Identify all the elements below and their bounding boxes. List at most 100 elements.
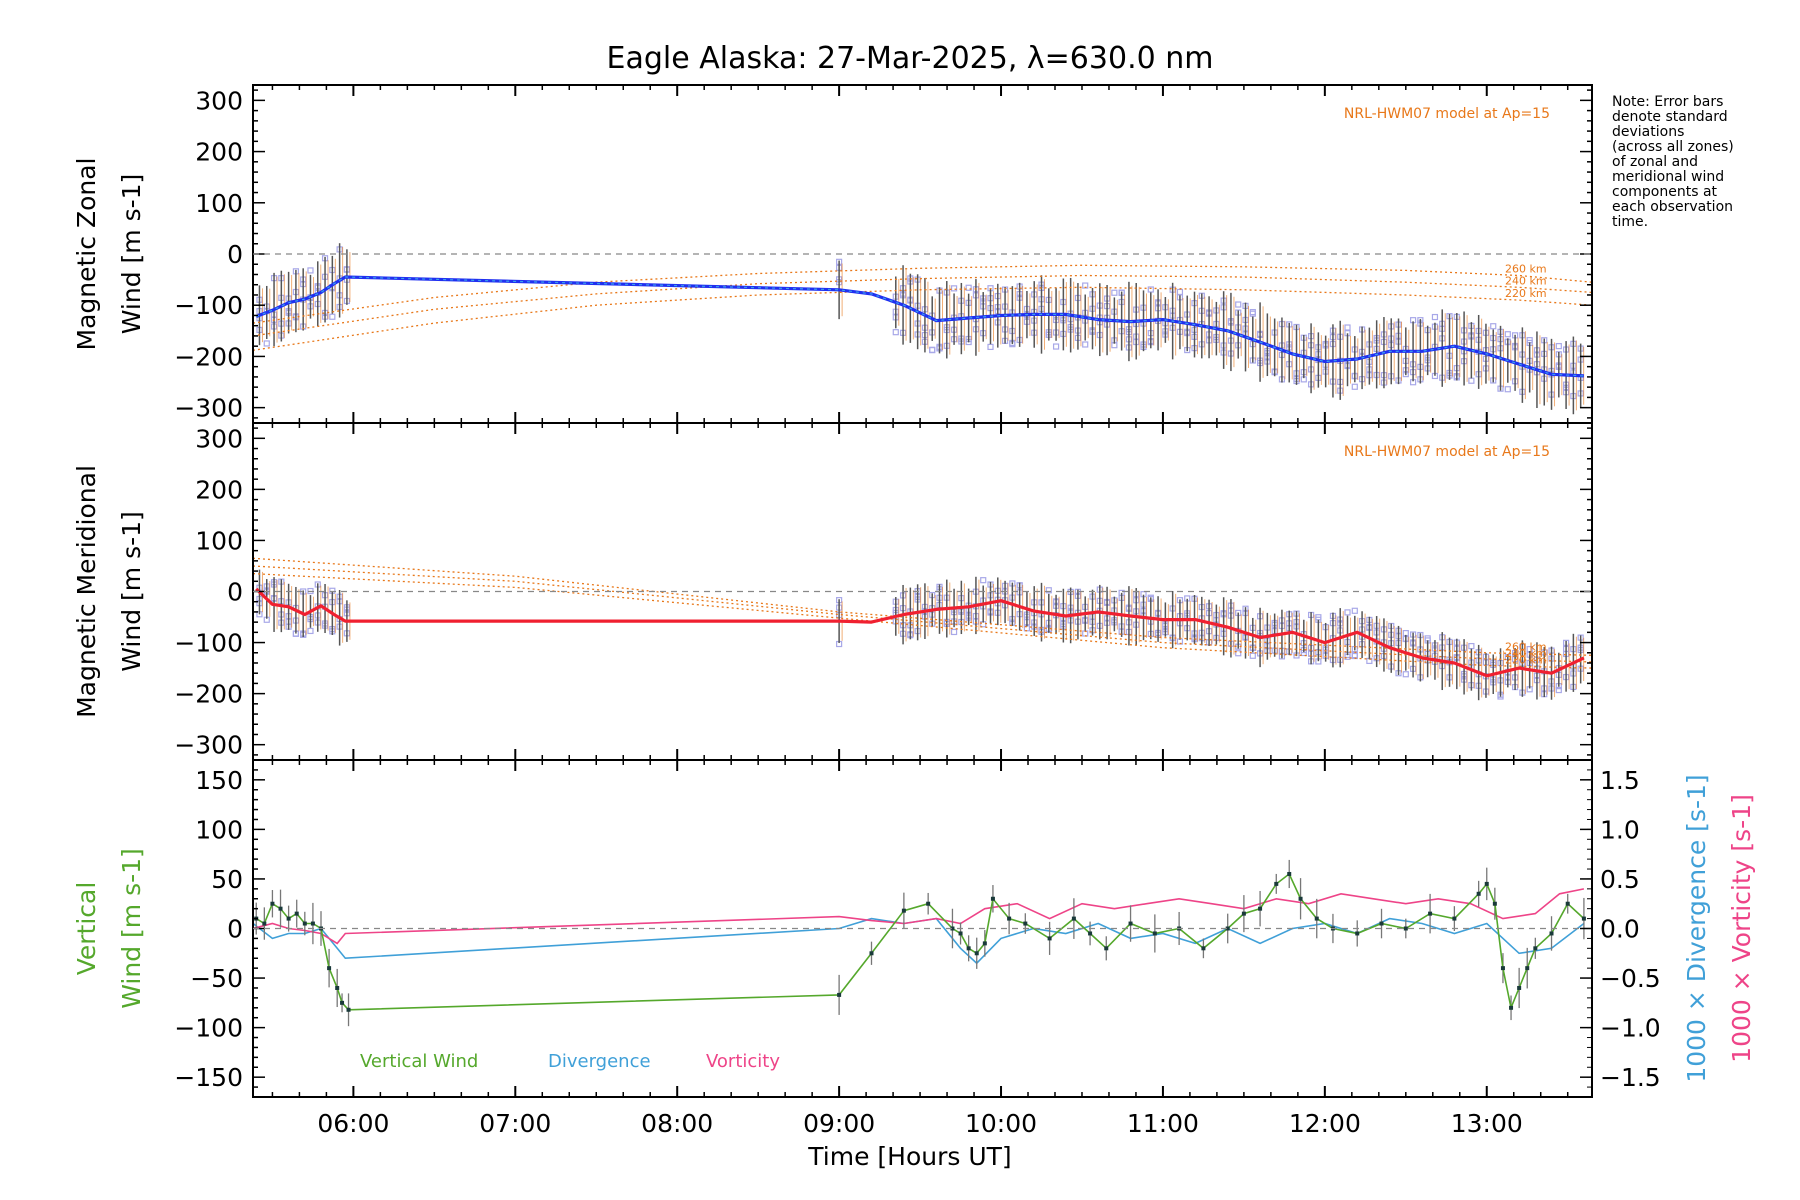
vertical-wind-point xyxy=(1500,966,1505,971)
vertical-wind-point xyxy=(1104,946,1109,951)
vertical-wind-point xyxy=(869,951,874,956)
vertical-wind-point xyxy=(1128,921,1133,926)
vertical-wind-point xyxy=(1201,946,1206,951)
vertical-wind-point xyxy=(1484,881,1489,886)
scatter-point xyxy=(1431,313,1439,321)
scatter-point xyxy=(1147,286,1154,293)
scatter-point xyxy=(1351,383,1358,390)
note-line: Note: Error bars xyxy=(1612,94,1724,110)
model-label: NRL-HWM07 model at Ap=15 xyxy=(1344,106,1550,122)
vertical-wind-point xyxy=(270,901,275,906)
scatter-point xyxy=(987,343,994,351)
vertical-wind-point xyxy=(1314,916,1319,921)
scatter-point xyxy=(950,285,958,292)
x-tick-label: 07:00 xyxy=(479,1109,551,1138)
scatter-point xyxy=(307,267,314,274)
vertical-wind-point xyxy=(262,921,267,926)
vertical-wind-point xyxy=(837,992,842,997)
vertical-wind-point xyxy=(958,931,963,936)
vertical-wind-point xyxy=(1533,946,1538,951)
scatter-point xyxy=(1402,671,1409,678)
y2-tick-label: 1.0 xyxy=(1600,815,1640,844)
vertical-wind-point xyxy=(278,906,283,911)
y2-tick-label: 0.5 xyxy=(1600,865,1640,894)
error-bar-note: Note: Error bars denote standard deviation… xyxy=(1612,95,1792,230)
note-line: time. xyxy=(1612,214,1649,230)
model-altitude-label: 260 km xyxy=(1505,641,1547,654)
scatter-point xyxy=(1555,686,1562,694)
wind-line xyxy=(255,587,1585,678)
vertical-wind-point xyxy=(335,985,340,990)
wind-line-points xyxy=(255,276,1584,377)
vertical-wind-point xyxy=(1509,1005,1514,1010)
vertical-wind-point xyxy=(1379,921,1384,926)
vorticity-axis-label: 1000 × Vorticity [s-1] xyxy=(1727,794,1756,1063)
scatter-point xyxy=(263,340,270,347)
vertical-wind-point xyxy=(302,921,307,926)
vertical-wind-point xyxy=(1241,911,1246,916)
model-altitude-label: 240 km xyxy=(1505,647,1547,660)
model-altitude-label: 260 km xyxy=(1505,263,1547,276)
note-line: components at xyxy=(1612,184,1718,200)
x-tick-label: 10:00 xyxy=(965,1109,1037,1138)
vertical-wind-line xyxy=(255,872,1585,1011)
vertical-wind-point xyxy=(1007,916,1012,921)
y-tick-label: −200 xyxy=(174,680,243,709)
y-tick-label: 0 xyxy=(227,240,243,269)
vertical-panel: Vertical Wind [m s-1] −150 −100 −50 0 50 100 150… xyxy=(72,759,1756,1098)
scatter-point xyxy=(1504,331,1511,338)
vertical-wind-point xyxy=(926,901,931,906)
scatter-point xyxy=(1052,343,1060,350)
note-line: (across all zones) xyxy=(1612,139,1734,155)
y-tick-label: 0 xyxy=(227,578,243,607)
vertical-wind-point xyxy=(310,921,315,926)
vertical-wind-point xyxy=(1152,931,1157,936)
y-tick-label: 300 xyxy=(195,424,243,453)
vertical-wind-point xyxy=(1581,916,1586,921)
y-axis-label: Vertical xyxy=(72,882,101,976)
vertical-wind-point xyxy=(1088,931,1093,936)
scatter-point xyxy=(329,313,336,320)
vertical-wind-point xyxy=(974,951,979,956)
model-curve xyxy=(253,286,1592,351)
model-curve xyxy=(253,274,1592,337)
y-tick-label: 0 xyxy=(227,915,243,944)
meridional-panel: Magnetic Meridional Wind [m s-1] NRL-HWM07… xyxy=(72,422,1593,761)
vertical-wind-point xyxy=(286,916,291,921)
y2-tick-label: 1.5 xyxy=(1600,766,1640,795)
y-axis-label: Magnetic Zonal xyxy=(72,158,101,351)
scatter-point xyxy=(1235,301,1242,308)
y-tick-label: 100 xyxy=(195,815,243,844)
zonal-panel: Magnetic Zonal Wind [m s-1] NRL-HWM07 mode… xyxy=(72,84,1593,424)
vertical-wind-point xyxy=(1549,931,1554,936)
vertical-wind-point xyxy=(966,946,971,951)
scatter-point xyxy=(892,329,899,336)
scatter-point xyxy=(1111,289,1118,296)
y-axis-label: Wind [m s-1] xyxy=(117,848,146,1009)
note-line: meridional wind xyxy=(1612,169,1725,185)
y-tick-label: −50 xyxy=(190,964,243,993)
vertical-wind-point xyxy=(1476,891,1481,896)
y-axis-label: Wind [m s-1] xyxy=(117,174,146,335)
y2-tick-label: 0.0 xyxy=(1600,915,1640,944)
plot-area xyxy=(253,859,1586,1027)
vertical-wind-point xyxy=(1525,966,1530,971)
x-tick-label: 06:00 xyxy=(317,1109,389,1138)
y-axis-label: Magnetic Meridional xyxy=(72,465,101,718)
note-line: deviations xyxy=(1612,124,1685,140)
y2-tick-label: −0.5 xyxy=(1600,964,1661,993)
vertical-wind-point xyxy=(901,908,906,913)
vorticity-line xyxy=(253,888,1585,945)
scatter-point xyxy=(1351,607,1358,614)
scatter-point xyxy=(1504,386,1511,393)
vertical-wind-point xyxy=(1565,901,1570,906)
scatter-point xyxy=(950,628,958,636)
vertical-wind-point xyxy=(950,926,955,931)
scatter-point xyxy=(307,627,314,635)
vertical-wind-point xyxy=(294,911,299,916)
scatter-point xyxy=(1249,310,1256,317)
scatter-point xyxy=(1468,377,1475,384)
model-altitude-label: 240 km xyxy=(1505,274,1547,287)
vertical-wind-point xyxy=(1287,871,1292,876)
